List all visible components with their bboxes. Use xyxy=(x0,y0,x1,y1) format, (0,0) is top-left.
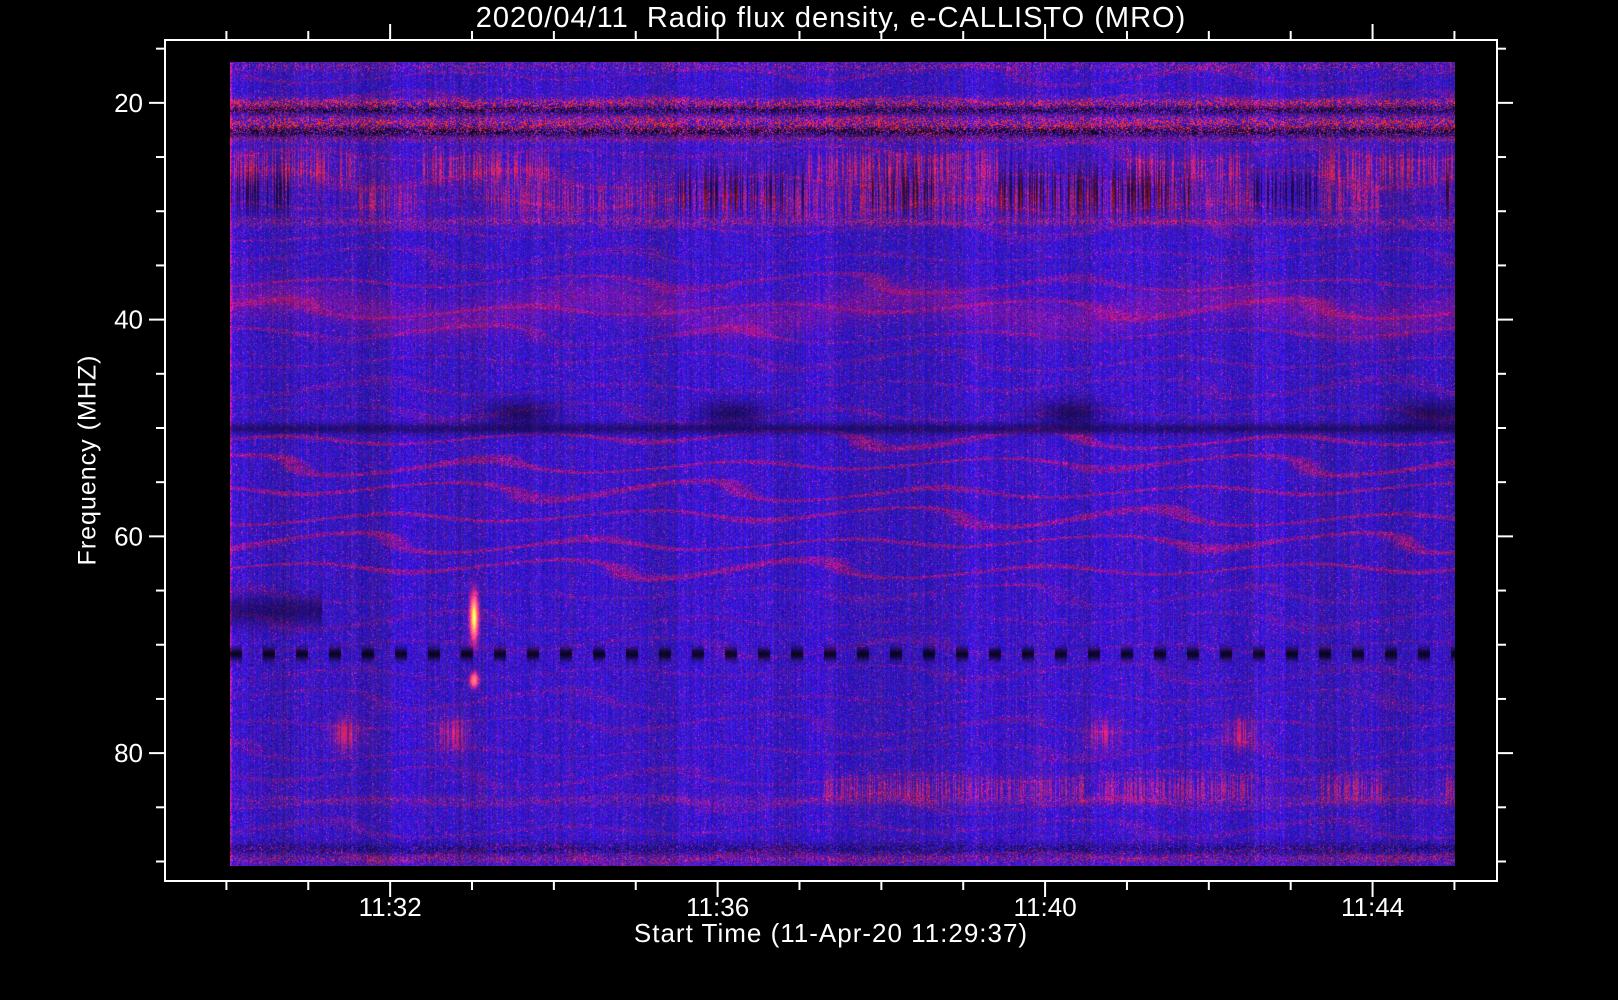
y-tick-label: 20 xyxy=(114,88,143,118)
y-tick-label: 60 xyxy=(114,521,143,551)
y-axis-title: Frequency (MHZ) xyxy=(73,354,102,566)
y-tick-label: 40 xyxy=(114,305,143,335)
x-axis-title: Start Time (11-Apr-20 11:29:37) xyxy=(633,918,1029,948)
chart-title: 2020/04/11 Radio flux density, e-CALLIST… xyxy=(475,2,1187,34)
spectrogram-canvas xyxy=(230,62,1455,866)
y-tick-label: 80 xyxy=(114,738,143,768)
